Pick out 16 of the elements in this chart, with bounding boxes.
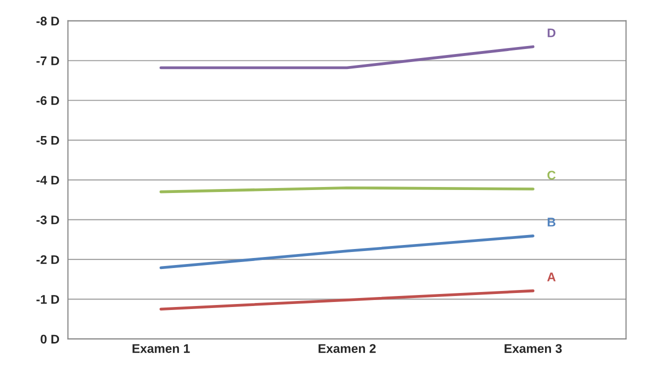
series-label: B — [548, 218, 556, 226]
y-tick-label: -2 D — [36, 255, 60, 264]
x-tick-label: Examen 2 — [318, 344, 376, 353]
y-tick-label: -5 D — [36, 136, 60, 145]
y-tick-label: -4 D — [36, 176, 60, 184]
y-tick-label: -1 D — [36, 295, 60, 304]
x-tick-label: Examen 1 — [132, 344, 190, 353]
y-tick-label: -7 D — [36, 56, 60, 66]
series-label: A — [547, 272, 556, 282]
y-tick-label: -8 D — [36, 16, 60, 26]
series-label: C — [547, 170, 556, 180]
y-tick-label: 0 D — [40, 334, 60, 344]
y-tick-label: -6 D — [36, 96, 60, 106]
series-label: D — [548, 28, 556, 38]
x-tick-label: Examen 3 — [504, 344, 562, 353]
y-tick-label: -3 D — [36, 215, 60, 224]
